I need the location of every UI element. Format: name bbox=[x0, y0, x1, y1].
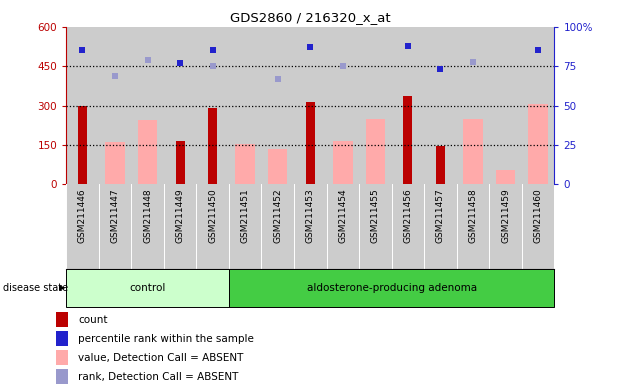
Bar bbox=[56, 351, 68, 365]
Text: ▶: ▶ bbox=[59, 283, 66, 293]
Bar bbox=[229, 269, 554, 307]
Bar bbox=[138, 120, 158, 184]
Bar bbox=[496, 170, 515, 184]
Text: count: count bbox=[78, 315, 108, 325]
Bar bbox=[365, 119, 385, 184]
Text: GSM211458: GSM211458 bbox=[469, 189, 478, 243]
Bar bbox=[176, 141, 185, 184]
Text: disease state: disease state bbox=[3, 283, 68, 293]
Bar bbox=[56, 331, 68, 346]
Text: percentile rank within the sample: percentile rank within the sample bbox=[78, 334, 254, 344]
Text: rank, Detection Call = ABSENT: rank, Detection Call = ABSENT bbox=[78, 372, 239, 382]
Bar bbox=[333, 141, 353, 184]
Bar bbox=[436, 146, 445, 184]
Bar bbox=[56, 369, 68, 384]
Text: GSM211448: GSM211448 bbox=[143, 189, 152, 243]
Text: GSM211451: GSM211451 bbox=[241, 189, 249, 243]
Text: control: control bbox=[129, 283, 166, 293]
Bar bbox=[78, 106, 87, 184]
Title: GDS2860 / 216320_x_at: GDS2860 / 216320_x_at bbox=[230, 11, 391, 24]
Text: GSM211450: GSM211450 bbox=[208, 189, 217, 243]
Text: GSM211456: GSM211456 bbox=[403, 189, 413, 243]
Bar bbox=[105, 142, 125, 184]
Text: GSM211457: GSM211457 bbox=[436, 189, 445, 243]
Text: value, Detection Call = ABSENT: value, Detection Call = ABSENT bbox=[78, 353, 243, 363]
Text: GSM211459: GSM211459 bbox=[501, 189, 510, 243]
Text: GSM211453: GSM211453 bbox=[306, 189, 315, 243]
Bar bbox=[529, 104, 548, 184]
Text: GSM211452: GSM211452 bbox=[273, 189, 282, 243]
Bar bbox=[403, 96, 413, 184]
Bar bbox=[208, 108, 217, 184]
Bar bbox=[463, 119, 483, 184]
Text: GSM211449: GSM211449 bbox=[176, 189, 185, 243]
Bar bbox=[236, 144, 255, 184]
Bar bbox=[306, 102, 315, 184]
Text: GSM211446: GSM211446 bbox=[78, 189, 87, 243]
Text: aldosterone-producing adenoma: aldosterone-producing adenoma bbox=[307, 283, 477, 293]
Bar bbox=[268, 149, 287, 184]
Text: GSM211460: GSM211460 bbox=[534, 189, 542, 243]
Text: GSM211447: GSM211447 bbox=[110, 189, 120, 243]
Bar bbox=[56, 313, 68, 327]
Text: GSM211455: GSM211455 bbox=[371, 189, 380, 243]
Text: GSM211454: GSM211454 bbox=[338, 189, 347, 243]
Bar bbox=[66, 269, 229, 307]
